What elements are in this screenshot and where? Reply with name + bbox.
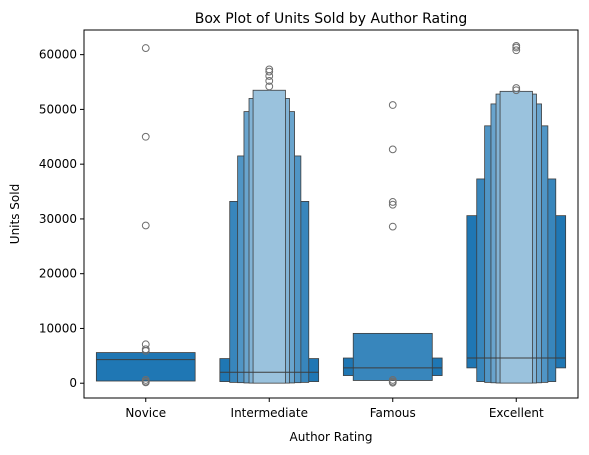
y-tick-label: 10000 — [39, 321, 77, 335]
y-tick-label: 40000 — [39, 157, 77, 171]
outlier-point — [265, 82, 274, 91]
outlier-point — [388, 198, 397, 206]
boxen-group-famous — [342, 101, 443, 387]
boxen-level — [499, 90, 533, 384]
x-tick-label: Intermediate — [231, 406, 308, 420]
outlier-point — [141, 132, 150, 141]
outlier-point — [512, 86, 521, 95]
y-axis-label: Units Sold — [8, 184, 22, 244]
outlier-point — [512, 84, 521, 92]
boxen-level — [352, 332, 433, 381]
x-tick-label: Excellent — [489, 406, 544, 420]
boxen-group-intermediate — [219, 65, 320, 384]
boxen-group-novice — [95, 44, 196, 387]
outlier-point — [141, 378, 150, 387]
x-tick-label: Novice — [125, 406, 166, 420]
y-tick-label: 60000 — [39, 48, 77, 62]
outlier-point — [512, 46, 521, 55]
y-tick-label: 50000 — [39, 102, 77, 116]
outlier-point — [388, 145, 397, 154]
outlier-point — [265, 72, 274, 80]
x-axis-label: Author Rating — [290, 430, 373, 444]
outlier-point — [388, 378, 397, 387]
x-tick-label: Famous — [370, 406, 416, 420]
plot-area — [95, 41, 567, 387]
outlier-point — [388, 200, 397, 209]
outlier-point — [141, 221, 150, 230]
y-tick-label: 30000 — [39, 212, 77, 226]
outlier-point — [141, 345, 150, 354]
chart-title: Box Plot of Units Sold by Author Rating — [195, 11, 468, 27]
outlier-point — [388, 222, 397, 231]
y-axis: 0 10000 20000 30000 40000 50000 60000 — [39, 48, 84, 390]
outlier-point — [265, 67, 274, 76]
outlier-point — [141, 347, 150, 355]
outlier-point — [512, 43, 521, 52]
y-tick-label: 0 — [69, 376, 77, 390]
outlier-point — [388, 101, 397, 109]
boxen-level — [252, 89, 286, 384]
boxen-group-excellent — [466, 41, 567, 384]
plot-frame — [83, 29, 579, 399]
outlier-point — [141, 44, 150, 52]
x-axis: Novice Intermediate Famous Excellent — [125, 398, 544, 420]
y-tick-label: 20000 — [39, 267, 77, 281]
outlier-point — [265, 77, 274, 85]
